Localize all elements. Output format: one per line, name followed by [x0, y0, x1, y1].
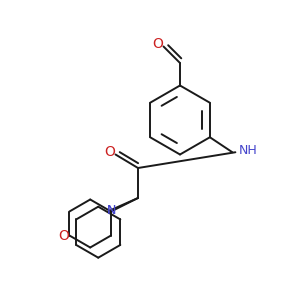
- Text: NH: NH: [239, 144, 258, 157]
- Text: N: N: [106, 203, 116, 217]
- Text: N: N: [107, 204, 116, 217]
- Text: O: O: [153, 37, 164, 51]
- Text: O: O: [58, 229, 70, 243]
- Text: O: O: [105, 145, 116, 159]
